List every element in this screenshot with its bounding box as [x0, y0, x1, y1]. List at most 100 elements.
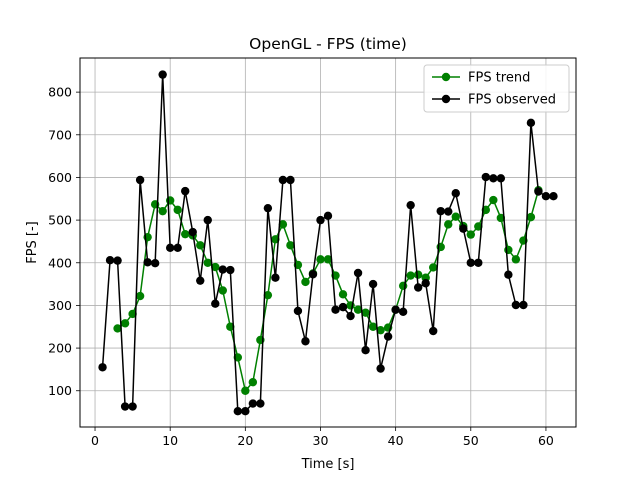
data-point [466, 230, 475, 239]
data-point [218, 265, 227, 274]
data-point [444, 220, 453, 229]
data-point [504, 245, 513, 255]
legend-item: FPS observed [432, 93, 556, 108]
y-tick-label: 100 [48, 383, 72, 398]
x-tick-label: 10 [162, 433, 178, 448]
data-point [534, 187, 543, 196]
data-point [218, 286, 227, 295]
y-tick-label: 200 [48, 341, 72, 356]
data-point [308, 270, 318, 279]
data-point [241, 407, 250, 416]
data-point [421, 279, 430, 288]
legend-label: FPS trend [468, 71, 530, 86]
y-tick-label: 800 [48, 85, 72, 100]
data-point [346, 311, 355, 321]
data-point [181, 186, 190, 196]
legend-item: FPS trend [432, 71, 530, 86]
data-point [173, 243, 182, 253]
data-point [188, 227, 197, 237]
data-point [489, 174, 498, 183]
data-point [338, 290, 348, 299]
data-point [120, 402, 130, 411]
data-point [368, 322, 378, 331]
x-tick-label: 50 [463, 433, 479, 448]
data-point [113, 256, 122, 265]
data-point [248, 378, 258, 387]
x-axis-label: Time [s] [301, 457, 355, 472]
x-tick-label: 0 [91, 433, 99, 448]
x-tick-label: 40 [388, 433, 404, 448]
data-point [406, 200, 415, 210]
data-point [549, 192, 558, 201]
data-point [256, 399, 265, 408]
legend-label: FPS observed [468, 93, 556, 108]
x-tick-label: 60 [538, 433, 554, 448]
data-point [353, 305, 363, 314]
data-point [173, 205, 182, 215]
data-point [211, 262, 220, 272]
data-point [406, 271, 415, 280]
data-point [519, 300, 528, 310]
data-point [128, 402, 137, 411]
series-layer [98, 70, 558, 416]
data-point [413, 283, 423, 292]
data-point [451, 189, 460, 198]
data-point [489, 195, 498, 205]
plot-frame [79, 57, 577, 428]
data-point [135, 175, 145, 185]
data-point [113, 324, 122, 333]
data-point [413, 270, 423, 279]
data-point [353, 268, 363, 278]
data-point [429, 263, 438, 272]
data-point [496, 213, 506, 223]
data-point [429, 326, 438, 336]
data-point [496, 174, 506, 183]
data-point [278, 220, 288, 229]
data-point [526, 118, 536, 128]
data-point [459, 224, 468, 233]
data-point [466, 258, 475, 267]
x-tick-label: 20 [237, 433, 253, 448]
data-point [451, 212, 460, 221]
data-point [226, 265, 235, 275]
chart-title: OpenGL - FPS (time) [249, 35, 407, 53]
y-tick-label: 400 [48, 255, 72, 270]
data-point [361, 308, 370, 317]
data-point [323, 255, 333, 264]
legend-box [423, 64, 570, 113]
y-tick-label: 600 [48, 170, 72, 185]
data-point [203, 258, 212, 267]
data-point [398, 281, 408, 290]
data-point [331, 305, 340, 314]
data-point [128, 309, 137, 319]
data-point [361, 346, 370, 355]
data-point [120, 319, 130, 328]
ticks: 0 10 20 30 40 50 60 100 200 300 400 500 600 700 800 [48, 85, 554, 448]
data-point [474, 222, 483, 231]
data-point [165, 196, 175, 205]
legend-marker [441, 72, 451, 82]
y-tick-label: 500 [48, 213, 72, 228]
x-tick-label: 30 [313, 433, 329, 448]
data-point [316, 255, 325, 264]
data-point [248, 399, 258, 408]
data-point [338, 302, 348, 312]
data-point [541, 192, 551, 201]
data-point [241, 386, 250, 395]
data-point [511, 300, 521, 310]
data-point [196, 241, 205, 250]
data-point [263, 290, 273, 300]
data-point [165, 243, 175, 253]
data-point [293, 306, 303, 316]
data-point [98, 363, 107, 372]
data-point [383, 332, 393, 341]
y-axis-label: FPS [-] [25, 221, 40, 264]
data-point [286, 241, 295, 250]
data-point [301, 337, 310, 346]
data-point [226, 322, 235, 331]
data-point [376, 325, 385, 335]
y-tick-label: 700 [48, 127, 72, 142]
data-point [203, 215, 212, 225]
data-point [135, 291, 145, 301]
data-point [105, 256, 115, 265]
